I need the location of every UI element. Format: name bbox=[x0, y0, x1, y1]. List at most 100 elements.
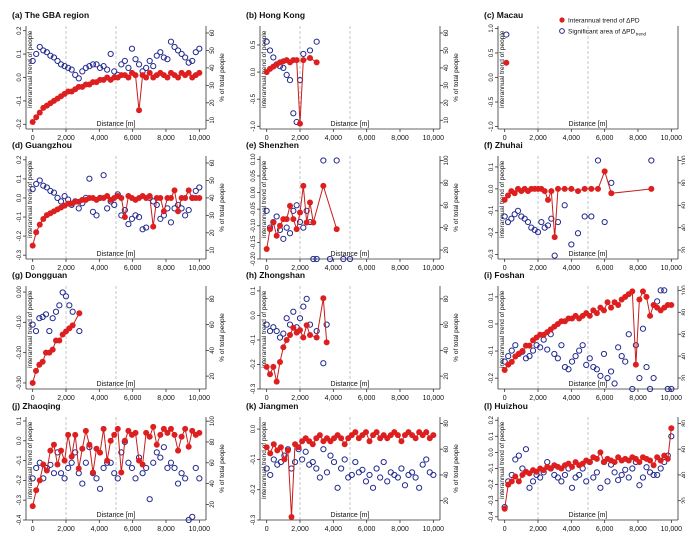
blue-point bbox=[309, 458, 316, 466]
y-left-tick-label: 0.0 bbox=[251, 67, 257, 76]
y-right-tick-label: 20 bbox=[210, 229, 216, 236]
red-point bbox=[139, 461, 146, 468]
red-point bbox=[40, 461, 47, 468]
blue-point bbox=[586, 355, 593, 362]
red-point bbox=[54, 461, 61, 468]
y-right-tick-label: 30 bbox=[210, 211, 216, 218]
red-point bbox=[97, 449, 104, 456]
blue-point bbox=[419, 461, 426, 468]
x-tick-label: 6,000 bbox=[124, 526, 142, 533]
blue-point bbox=[597, 372, 604, 379]
red-point bbox=[273, 232, 280, 239]
blue-point bbox=[501, 213, 508, 220]
blue-point bbox=[299, 456, 306, 463]
y-left-tick-label: -1.0 bbox=[489, 121, 495, 132]
blue-point bbox=[597, 484, 604, 491]
blue-point bbox=[283, 71, 290, 78]
x-tick-label: 8,000 bbox=[157, 395, 175, 402]
red-point bbox=[313, 334, 320, 341]
blue-point bbox=[408, 469, 416, 476]
panel-d: (d) Guangzhou 0 2,000 4,000 6,000 8,000 10,000… bbox=[12, 140, 226, 272]
red-point bbox=[160, 208, 167, 215]
x-tick-label: 2,000 bbox=[291, 135, 309, 142]
blue-point bbox=[185, 59, 192, 66]
y-left-tick-label: -0.1 bbox=[17, 211, 23, 222]
blue-point bbox=[320, 360, 327, 367]
blue-point bbox=[290, 207, 297, 214]
y-right-tick-label: 80 bbox=[210, 295, 216, 302]
blue-point bbox=[412, 474, 419, 481]
blue-point bbox=[650, 471, 657, 479]
blue-point bbox=[104, 66, 111, 73]
red-point bbox=[505, 192, 511, 199]
blue-point bbox=[153, 201, 160, 208]
x-tick-label: 2,000 bbox=[291, 395, 309, 402]
red-point bbox=[608, 304, 615, 311]
blue-point bbox=[270, 456, 277, 463]
blue-point bbox=[313, 465, 320, 472]
blue-point bbox=[65, 64, 72, 71]
y-left-tick-label: -0.1 bbox=[17, 95, 23, 106]
y-right-tick-label: 20 bbox=[210, 99, 216, 106]
panel-title: (g) Dongguan bbox=[12, 270, 67, 280]
panel-j: (j) Zhaoqing 0 2,000 4,000 6,000 8,000 10,000 D… bbox=[12, 401, 226, 533]
panel-title: (h) Zhongshan bbox=[246, 270, 305, 280]
blue-point bbox=[33, 464, 40, 472]
red-point bbox=[143, 74, 150, 81]
y-right-tick-label: 40 bbox=[444, 224, 450, 231]
blue-point bbox=[121, 207, 128, 214]
x-axis-label: Distance [m] bbox=[97, 251, 136, 258]
x-axis-label: Distance [m] bbox=[569, 512, 608, 519]
blue-point bbox=[128, 45, 136, 52]
blue-point bbox=[629, 385, 636, 393]
red-point bbox=[270, 219, 277, 226]
y-left-tick-label: -0.3 bbox=[489, 495, 495, 506]
panel-k: (k) Jiangmen 0 2,000 4,000 6,000 8,000 10,000 D… bbox=[246, 401, 460, 533]
blue-point bbox=[157, 454, 164, 461]
red-point bbox=[36, 109, 43, 116]
y-right-tick-label: 20 bbox=[682, 497, 685, 504]
blue-point bbox=[300, 50, 307, 58]
y-left-tick-label: 0.0 bbox=[489, 319, 495, 328]
y-left-tick-label: -0.4 bbox=[17, 514, 23, 525]
red-point bbox=[320, 295, 327, 302]
red-point bbox=[267, 226, 273, 233]
blue-point bbox=[50, 54, 58, 61]
x-axis-label: Distance [m] bbox=[569, 251, 608, 258]
red-point bbox=[643, 293, 650, 300]
blue-point bbox=[611, 380, 618, 387]
panel-c: (c) Macau 0 2,000 4,000 6,000 8,000 10,000 Dist… bbox=[484, 10, 682, 142]
red-point bbox=[629, 288, 636, 295]
blue-point bbox=[572, 474, 579, 481]
x-tick-label: 4,000 bbox=[325, 526, 343, 533]
blue-point bbox=[50, 189, 58, 196]
red-point bbox=[297, 209, 303, 216]
blue-point bbox=[639, 474, 647, 481]
blue-point bbox=[274, 461, 281, 468]
blue-point bbox=[291, 458, 299, 466]
x-axis-label: Distance [m] bbox=[97, 121, 136, 128]
blue-point bbox=[639, 325, 647, 332]
blue-point bbox=[104, 205, 111, 212]
blue-point bbox=[300, 224, 307, 231]
blue-point bbox=[160, 54, 167, 61]
y-left-tick-label: 0.1 bbox=[17, 416, 23, 425]
blue-point bbox=[111, 68, 118, 75]
red-point bbox=[29, 118, 36, 125]
blue-point bbox=[593, 469, 600, 476]
blue-point bbox=[303, 295, 310, 302]
y-right-tick-label: 40 bbox=[682, 352, 685, 359]
blue-point bbox=[132, 212, 139, 219]
blue-point bbox=[576, 471, 583, 479]
blue-point bbox=[661, 287, 668, 294]
red-point bbox=[284, 447, 291, 454]
red-point bbox=[114, 425, 121, 432]
blue-point bbox=[583, 478, 590, 485]
blue-point bbox=[40, 47, 47, 54]
red-point bbox=[153, 441, 160, 448]
x-tick-label: 8,000 bbox=[391, 265, 409, 272]
blue-point bbox=[132, 56, 139, 63]
x-tick-label: 6,000 bbox=[596, 395, 614, 402]
y-right-tick-label: 50 bbox=[210, 176, 216, 183]
blue-point bbox=[387, 469, 394, 476]
